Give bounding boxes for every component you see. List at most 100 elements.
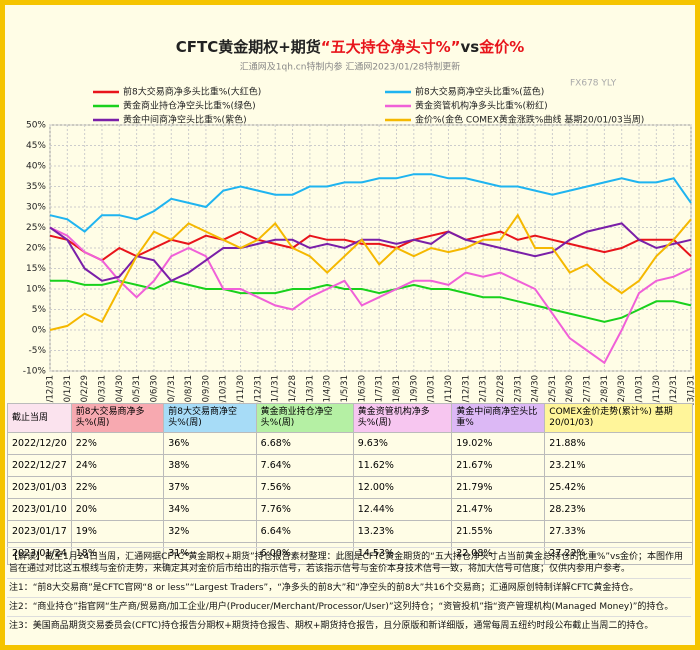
y-tick-label: 45% xyxy=(26,141,46,151)
x-tick-label: 2021/12/31 xyxy=(461,375,471,405)
table-row: 2022/12/27 24% 38% 7.64% 11.62% 21.67% 23.21% xyxy=(7,454,693,477)
x-tick-label: 2023/1/31 xyxy=(687,375,696,405)
x-tick-label: 2022/11/30 xyxy=(652,375,662,405)
table-header: 黄金商业持仓净空头%(周) xyxy=(255,403,354,433)
table-cell: 12.44% xyxy=(352,498,453,521)
table-cell: 21.88% xyxy=(544,432,693,455)
y-tick-label: -5% xyxy=(28,346,46,356)
watermark: FX678 YLY xyxy=(570,79,617,89)
x-tick-label: 2020/8/31 xyxy=(184,375,194,405)
table-cell: 7.56% xyxy=(255,476,354,499)
title-part: CFTC黄金期权+期货 xyxy=(176,38,321,56)
table-cell: 7.76% xyxy=(255,498,354,521)
series-line xyxy=(50,279,692,323)
y-tick-label: 50% xyxy=(26,121,46,131)
table-cell: 37% xyxy=(163,476,257,499)
series-line xyxy=(49,173,692,233)
y-tick-label: 35% xyxy=(26,182,46,192)
note: 注2：“商业持仓”指官网“生产商/贸易商/加工企业/用户(Producer/Me… xyxy=(7,597,691,616)
table-header: 黄金资管机构净多头%(周) xyxy=(352,403,453,433)
subtitle: 汇通网及1qh.cn特制内参 汇通网2023/01/28特制更新 xyxy=(240,61,460,73)
table-cell: 28.23% xyxy=(544,498,693,521)
table-cell: 6.68% xyxy=(255,432,354,455)
x-tick-label: 2020/12/31 xyxy=(253,375,263,405)
table-header: 截止当周 xyxy=(7,403,72,433)
x-tick-label: 2020/3/31 xyxy=(97,375,107,405)
table-cell: 2022/12/27 xyxy=(7,454,72,477)
x-tick-label: 2022/5/31 xyxy=(548,375,558,405)
table-row: 2023/01/10 20% 34% 7.76% 12.44% 21.47% 28.23% xyxy=(7,498,693,521)
x-tick-label: 2022/10/31 xyxy=(635,375,645,405)
x-tick-label: 2020/6/30 xyxy=(149,375,159,405)
y-tick-label: 5% xyxy=(32,305,47,315)
table-row: 2023/01/24 18% 31% 6.00% 14.53% 22.08% 27.22% xyxy=(7,542,693,565)
table-header: 前8大交易商净空头%(周) xyxy=(163,403,257,433)
legend-label: 黄金中间商净空头比重%(紫色) xyxy=(123,114,247,126)
y-tick-label: 25% xyxy=(26,223,46,233)
table-cell: 11.62% xyxy=(352,454,453,477)
x-tick-label: 2021/6/30 xyxy=(357,375,367,405)
series-line xyxy=(49,230,692,262)
title-part: vs xyxy=(461,38,480,56)
y-tick-label: 30% xyxy=(26,203,46,213)
y-tick-label: 10% xyxy=(26,285,46,295)
y-tick-label: 40% xyxy=(26,162,46,172)
title-part: “五大持仓净头寸%” xyxy=(321,38,461,56)
legend-label: 黄金资管机构净多头比重%(粉红) xyxy=(415,100,548,112)
table-cell: 22% xyxy=(70,476,165,499)
x-tick-label: 2022/6/30 xyxy=(565,375,575,405)
data-table: 截止当周 前8大交易商净多头%(周) 前8大交易商净空头%(周) 黄金商业持仓净空头%… xyxy=(7,403,693,565)
table-row: 2022/12/20 22% 36% 6.68% 9.63% 19.02% 21.88% xyxy=(7,432,693,455)
x-tick-label: 2022/7/31 xyxy=(583,375,593,405)
table-cell: 22% xyxy=(70,432,165,455)
table-cell: 6.64% xyxy=(255,520,354,543)
x-tick-label: 2021/2/28 xyxy=(288,375,298,405)
x-tick-label: 2021/7/31 xyxy=(375,375,385,405)
x-tick-label: 2021/3/31 xyxy=(305,375,315,405)
chart: CFTC黄金期权+期货“五大持仓净头寸%”vs金价% 汇通网及1qh.cn特制内… xyxy=(23,38,696,406)
table-cell: 34% xyxy=(163,498,257,521)
x-tick-label: 2019/12/31 xyxy=(46,375,56,405)
table-cell: 38% xyxy=(163,454,257,477)
series-line xyxy=(49,213,692,331)
x-tick-label: 2021/4/30 xyxy=(323,375,333,405)
y-tick-label: 20% xyxy=(26,244,46,254)
x-tick-label: 2021/9/30 xyxy=(409,375,419,405)
y-tick-label: 15% xyxy=(26,264,46,274)
table-cell: 19.02% xyxy=(451,432,546,455)
x-tick-label: 2022/3/31 xyxy=(513,375,523,405)
table-cell: 21.55% xyxy=(451,520,546,543)
table-cell: 18% xyxy=(70,542,165,565)
notes: 【解读】截至1月24日当周，汇通网据CFTC“黄金期权+期货”持仓报告素材整理：… xyxy=(7,547,691,635)
y-tick-label: -10% xyxy=(23,367,47,377)
x-tick-label: 2020/5/31 xyxy=(132,375,142,405)
table-cell: 21.47% xyxy=(451,498,546,521)
table-cell: 19% xyxy=(70,520,165,543)
series-line xyxy=(49,222,692,283)
table-cell: 21.67% xyxy=(451,454,546,477)
x-tick-label: 2022/12/31 xyxy=(669,375,679,405)
legend-label: 前8大交易商净多头比重%(大红色) xyxy=(123,86,261,98)
table-row: 2023/01/17 19% 32% 6.64% 13.23% 21.55% 27.33% xyxy=(7,520,693,543)
series-line xyxy=(49,226,692,365)
table-cell: 27.33% xyxy=(544,520,693,543)
table-cell: 25.42% xyxy=(544,476,693,499)
x-tick-label: 2021/1/31 xyxy=(271,375,281,405)
x-tick-label: 2020/10/31 xyxy=(219,375,229,405)
x-tick-label: 2020/1/31 xyxy=(63,375,73,405)
table-row: 2023/01/03 22% 37% 7.56% 12.00% 21.79% 25.42% xyxy=(7,476,693,499)
chart-title: CFTC黄金期权+期货“五大持仓净头寸%”vs金价% xyxy=(176,38,525,56)
x-tick-label: 2022/4/30 xyxy=(531,375,541,405)
table-cell: 36% xyxy=(163,432,257,455)
x-tick-label: 2020/2/29 xyxy=(80,375,90,405)
table-cell: 20% xyxy=(70,498,165,521)
x-tick-label: 2022/9/30 xyxy=(617,375,627,405)
x-tick-label: 2020/11/30 xyxy=(236,375,246,405)
table-cell: 21.79% xyxy=(451,476,546,499)
table-cell: 9.63% xyxy=(352,432,453,455)
note: 注3：美国商品期货交易委员会(CFTC)持仓报告分期权+期货持仓报告、期权+期货… xyxy=(7,616,691,635)
x-tick-label: 2021/10/31 xyxy=(427,375,437,405)
table-cell: 12.00% xyxy=(352,476,453,499)
note: 【解读】截至1月24日当周，汇通网据CFTC“黄金期权+期货”持仓报告素材整理：… xyxy=(7,547,691,578)
